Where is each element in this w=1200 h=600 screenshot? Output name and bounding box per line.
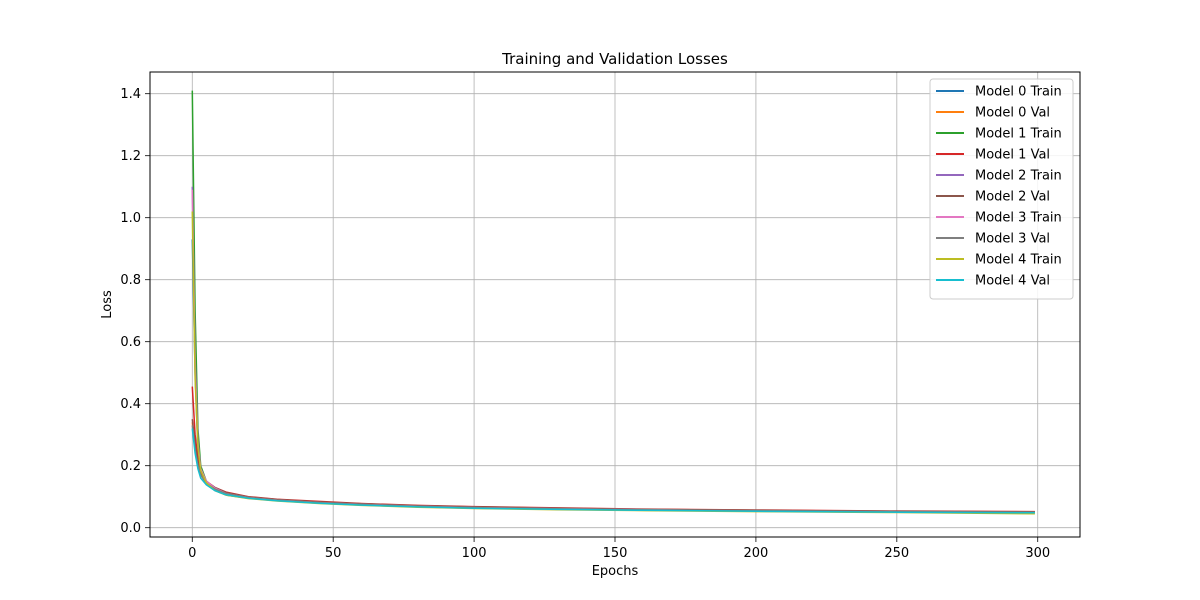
legend-label: Model 4 Train (975, 253, 1062, 268)
legend-label: Model 3 Val (975, 232, 1050, 247)
x-tick-label: 50 (325, 546, 342, 561)
series-line-model-4-train (191, 211, 1035, 515)
y-tick-label: 0.8 (120, 273, 141, 288)
chart-title: Training and Validation Losses (501, 50, 728, 68)
legend-label: Model 0 Val (975, 106, 1050, 121)
y-tick-label: 0.0 (120, 521, 141, 536)
y-axis-label: Loss (100, 290, 115, 319)
series-line-model-0-val (191, 422, 1035, 513)
grid (150, 72, 1080, 537)
series-line-model-2-train (191, 186, 1035, 514)
x-tick-label: 250 (884, 546, 909, 561)
legend-label: Model 2 Train (975, 169, 1062, 184)
series-line-model-1-train (191, 90, 1035, 513)
legend-label: Model 0 Train (975, 85, 1062, 100)
x-axis-label: Epochs (592, 564, 639, 579)
series-line-model-1-val (191, 386, 1035, 513)
legend-box (929, 78, 1074, 300)
y-tick-label: 1.0 (120, 211, 141, 226)
y-tick-label: 1.2 (120, 149, 141, 164)
x-tick-label: 300 (1025, 546, 1050, 561)
legend: Model 0 Train Model 0 Val Model 1 Train Mod… (929, 78, 1074, 300)
x-tick-label: 100 (462, 546, 487, 561)
x-axis-ticks: 0 50 100 150 200 250 300 (188, 537, 1050, 561)
x-tick-label: 150 (603, 546, 628, 561)
legend-label: Model 4 Val (975, 274, 1050, 289)
legend-label: Model 2 Val (975, 190, 1050, 205)
y-tick-label: 0.4 (120, 397, 141, 412)
x-tick-label: 200 (743, 546, 768, 561)
series-line-model-4-val (191, 428, 1035, 514)
y-tick-label: 0.6 (120, 335, 141, 350)
series-line-model-3-train (191, 189, 1035, 514)
series-lines (191, 90, 1035, 515)
y-tick-label: 0.2 (120, 459, 141, 474)
y-axis-ticks: 0.0 0.2 0.4 0.6 0.8 1.0 1.2 1.4 (120, 87, 150, 536)
legend-label: Model 1 Val (975, 148, 1050, 163)
legend-label: Model 1 Train (975, 127, 1062, 142)
x-tick-label: 0 (188, 546, 196, 561)
series-line-model-0-train (191, 239, 1035, 514)
series-line-model-3-val (191, 425, 1035, 513)
legend-label: Model 3 Train (975, 211, 1062, 226)
y-tick-label: 1.4 (120, 87, 141, 102)
